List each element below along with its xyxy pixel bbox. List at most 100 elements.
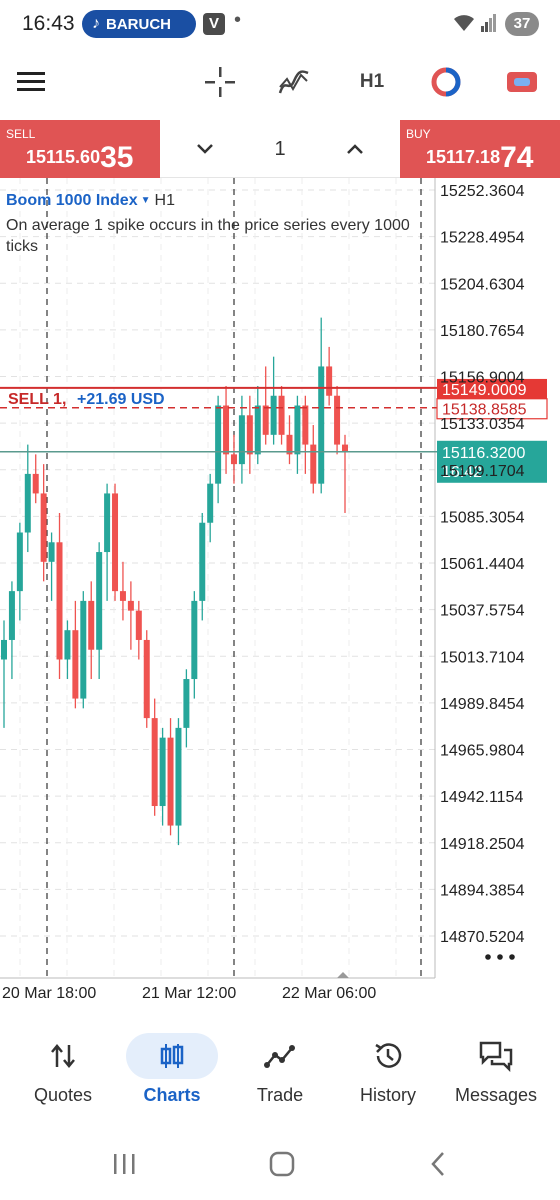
y-tick-label: 15204.6304 [440,276,525,293]
candle-body [191,600,198,680]
one-click-trade-panel: SELL 15115.6035 1 BUY 15117.1874 [0,120,560,178]
quotes-arrows-icon [8,1033,118,1079]
candle-body [48,542,55,562]
timeframe-button[interactable]: H1 [359,71,385,92]
candle-body [24,473,31,533]
pill-label: BARUCH [106,15,171,33]
chevron-down-icon[interactable] [190,134,220,164]
charts-candles-icon [126,1033,218,1079]
crosshair-icon[interactable] [200,62,240,102]
y-tick-label: 14942.1154 [440,789,523,806]
candle-body [262,405,269,435]
y-tick-label: 15013.7104 [440,649,525,666]
notification-app-icon: V [203,13,225,35]
candle-body [112,493,119,592]
x-tick-label: 22 Mar 06:00 [282,985,376,1002]
candle-body [56,542,63,660]
candle-body [310,444,317,484]
candle-body [72,630,79,699]
candle-body [207,483,214,523]
buy-button[interactable]: BUY 15117.1874 [400,120,560,178]
candle-body [96,552,103,650]
chart-timeframe: H1 [154,192,175,209]
candle-body [246,415,253,455]
nav-history-label: History [359,1085,416,1105]
y-tick-label: 15133.0354 [440,416,525,433]
scroll-marker-icon [337,972,349,978]
nav-charts-icon-wrap [117,1033,227,1079]
nav-trade-label: Trade [256,1085,304,1105]
position-label-sell: SELL 1, [8,391,66,408]
recent-apps-icon[interactable] [112,1152,138,1181]
candle-body [318,366,325,484]
sell-button[interactable]: SELL 15115.6035 [0,120,160,178]
chart-area[interactable]: SELL 1, +21.69 USD 15149.0009 15138.8585 151… [0,178,560,1023]
candle-body [104,493,111,553]
nav-charts[interactable]: Charts [117,1023,227,1123]
nav-history[interactable]: History [333,1023,443,1123]
candle-body [199,522,206,601]
y-tick-label: 14918.2504 [440,836,525,853]
nav-quotes[interactable]: Quotes [8,1023,118,1123]
y-tick-label: 15037.5754 [440,603,525,620]
buy-price-main: 15117.18 [426,147,501,167]
buy-caption: BUY [406,127,431,141]
nav-trade[interactable]: Trade [225,1023,335,1123]
back-icon[interactable] [428,1150,448,1183]
candle-body [167,737,174,826]
candle-body [215,405,222,484]
candle-body [135,610,142,640]
y-tick-label: 15085.3054 [440,509,525,526]
candle-body [183,679,190,728]
candle-body [223,405,230,455]
candle-body [254,405,261,455]
nav-messages-label: Messages [454,1085,538,1105]
order-price-text: 15138.8585 [442,402,527,419]
bottom-navigation: Quotes Charts Trade [0,1023,560,1123]
position-price-text: 15149.0009 [442,382,527,399]
y-tick-label: 15252.3604 [440,183,525,200]
one-click-trading-icon[interactable] [504,62,540,102]
active-call-pill[interactable]: ♪ BARUCH [82,10,196,38]
candle-body [342,444,348,453]
candle-body [302,405,309,445]
position-price-badge [437,378,547,399]
bid-price-text: 15116.3200 [442,445,525,462]
history-clock-icon [333,1033,443,1079]
system-navigation [0,1130,560,1200]
more-dots-icon [509,954,515,960]
indicators-icon[interactable] [274,62,314,102]
buy-price-big: 74 [500,141,534,174]
sell-price: 15115.6035 [26,137,133,174]
trade-circle-icon[interactable] [428,62,464,102]
y-tick-label: 15061.4404 [440,556,525,573]
y-tick-label: 14870.5204 [440,929,525,946]
candle-body [270,395,277,435]
battery-icon: 37 [505,12,539,36]
candle-body [286,434,293,455]
home-icon[interactable] [268,1150,296,1183]
sell-price-main: 15115.60 [26,147,101,167]
lot-value[interactable]: 1 [274,138,286,160]
order-price-badge [436,398,548,420]
candle-body [8,591,15,640]
y-tick-label: 14989.8454 [440,696,525,713]
candle-body [40,493,47,562]
symbol-dropdown-icon[interactable]: ▼ [140,195,151,206]
more-dots-icon [497,954,503,960]
nav-messages[interactable]: Messages [441,1023,551,1123]
signal-icon [480,14,498,37]
candle-body [88,600,95,650]
menu-icon[interactable] [16,62,46,102]
price-chart[interactable]: SELL 1, +21.69 USD15149.000915138.8585151… [0,178,560,1023]
symbol-name[interactable]: Boom 1000 Index [6,192,138,209]
status-time: 16:43 [22,12,75,35]
candle-body [278,395,285,435]
candle-body [159,737,166,807]
candle-body [151,718,158,807]
candle-body [143,639,150,719]
lot-stepper: 1 [160,120,400,178]
position-label-profit: +21.69 USD [77,391,165,408]
chart-symbol-line[interactable]: Boom 1000 Index ▼ H1 [6,192,175,210]
chevron-up-icon[interactable] [340,134,370,164]
